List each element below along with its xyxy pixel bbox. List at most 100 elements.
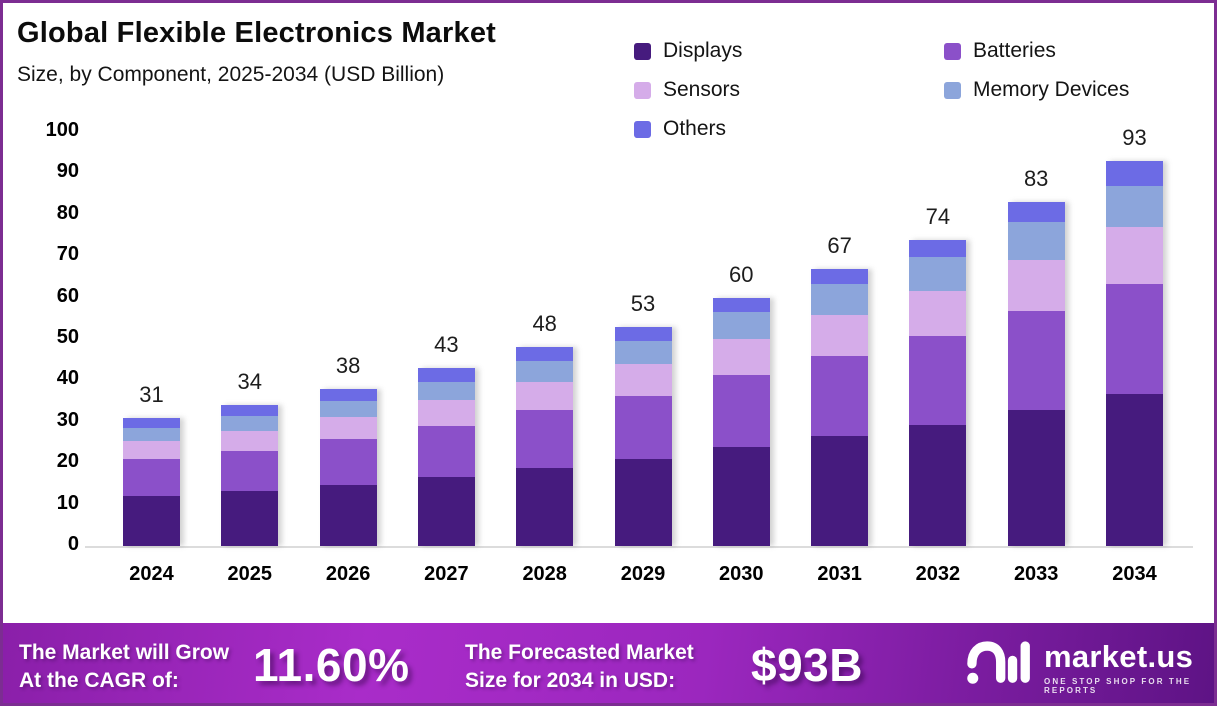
y-tick-10: 10 — [56, 491, 79, 514]
bar-segment-displays — [909, 424, 967, 546]
bar-segment-sensors — [123, 441, 180, 460]
x-tick-2033: 2033 — [1013, 563, 1059, 585]
x-tick-2034: 2034 — [1112, 563, 1157, 585]
bar-segment-displays — [417, 476, 475, 546]
bar-segment-memory-devices — [1007, 222, 1065, 260]
forecast-label-line1: The Forecasted Market — [465, 641, 694, 664]
x-axis-line — [85, 546, 1193, 548]
bar-2032 — [909, 239, 967, 546]
chart-title: Global Flexible Electronics Market — [17, 17, 497, 49]
bar-segment-displays — [221, 491, 279, 546]
bar-segment-displays — [811, 436, 869, 546]
bar-segment-others — [614, 326, 672, 342]
y-tick-20: 20 — [56, 450, 79, 473]
bar-2026 — [319, 388, 377, 546]
x-tick-2029: 2029 — [620, 563, 666, 585]
bar-segment-sensors — [614, 363, 672, 397]
bar-segment-others — [1007, 202, 1065, 223]
x-tick-2030: 2030 — [719, 563, 764, 585]
bar-2029 — [614, 326, 672, 546]
marketus-logo-text-block: market.us ONE STOP SHOP FOR THE REPORTS — [1044, 635, 1214, 695]
y-tick-40: 40 — [56, 367, 79, 390]
y-tick-80: 80 — [56, 201, 79, 224]
bar-2025 — [221, 405, 279, 546]
bar-segment-others — [516, 347, 574, 362]
x-tick-2025: 2025 — [227, 563, 273, 585]
bar-segment-memory-devices — [614, 341, 672, 364]
bar-segment-sensors — [1106, 227, 1163, 284]
bar-segment-batteries — [811, 355, 869, 437]
legend-label: Others — [663, 117, 727, 140]
y-tick-60: 60 — [56, 284, 79, 307]
y-tick-90: 90 — [56, 160, 79, 183]
bar-segment-others — [123, 417, 180, 429]
bar-segment-sensors — [811, 314, 869, 356]
marketus-logo-tagline: ONE STOP SHOP FOR THE REPORTS — [1044, 676, 1192, 695]
bar-2024 — [123, 417, 180, 546]
bar-segment-memory-devices — [811, 284, 869, 315]
bar-segment-batteries — [516, 410, 574, 468]
bar-value-label-2024: 31 — [139, 381, 164, 407]
marketus-logo-name: market.us — [1044, 639, 1194, 674]
forecast-label-line2: Size for 2034 in USD: — [465, 669, 676, 693]
bar-segment-others — [811, 268, 869, 285]
bar-segment-displays — [123, 496, 180, 546]
cagr-label: The Market will Grow At the CAGR of: — [19, 639, 229, 696]
bar-segment-displays — [1106, 394, 1163, 546]
legend-label: Sensors — [663, 78, 741, 101]
bar-segment-sensors — [221, 430, 279, 451]
legend-item-sensors: Sensors — [634, 78, 944, 102]
bar-2031 — [811, 268, 869, 546]
bar-2030 — [712, 297, 770, 546]
legend-swatch-icon — [634, 81, 651, 99]
bar-segment-sensors — [909, 290, 967, 337]
legend-swatch-icon — [944, 81, 961, 99]
legend-item-others: Others — [634, 117, 944, 141]
y-tick-0: 0 — [67, 533, 79, 555]
bar-segment-sensors — [319, 416, 377, 440]
bar-segment-memory-devices — [417, 381, 475, 400]
bar-segment-displays — [516, 467, 574, 546]
legend-label: Batteries — [973, 39, 1056, 62]
bar-segment-displays — [614, 459, 672, 546]
forecast-label: The Forecasted Market Size for 2034 in U… — [465, 639, 694, 696]
marketus-logo: market.us ONE STOP SHOP FOR THE REPORTS — [966, 635, 1214, 696]
legend-swatch-icon — [944, 42, 961, 60]
marketus-logo-icon — [966, 635, 1032, 696]
y-tick-100: 100 — [45, 119, 79, 141]
x-tick-2031: 2031 — [817, 563, 862, 585]
legend-item-displays: Displays — [634, 39, 944, 63]
y-tick-50: 50 — [56, 326, 79, 348]
bar-segment-others — [417, 368, 475, 382]
forecast-value: $93B — [751, 639, 863, 691]
legend-swatch-icon — [634, 42, 651, 60]
bar-segment-batteries — [417, 425, 475, 477]
legend-label: Displays — [663, 39, 743, 62]
bar-segment-sensors — [417, 399, 475, 426]
stats-banner: The Market will Grow At the CAGR of: 11.… — [3, 623, 1214, 703]
bar-segment-batteries — [1007, 310, 1065, 411]
bar-segment-sensors — [1007, 259, 1065, 311]
cagr-value: 11.60% — [253, 639, 410, 691]
x-tick-2032: 2032 — [915, 563, 961, 585]
legend-item-batteries: Batteries — [944, 39, 1199, 63]
bar-value-label-2032: 74 — [925, 203, 951, 229]
bar-segment-memory-devices — [909, 257, 967, 291]
bar-segment-batteries — [123, 459, 180, 497]
bar-segment-memory-devices — [319, 400, 377, 417]
bar-2028 — [516, 347, 574, 546]
chart-legend: Displays Batteries Sensors Memory Devices Ot… — [634, 39, 1199, 141]
bar-segment-batteries — [909, 336, 967, 425]
bar-value-label-2028: 48 — [532, 311, 557, 337]
bar-segment-others — [909, 239, 967, 258]
bar-segment-others — [1106, 161, 1163, 186]
bar-value-label-2025: 34 — [237, 369, 263, 395]
bar-value-label-2029: 53 — [630, 290, 656, 316]
bar-segment-memory-devices — [221, 416, 279, 431]
bar-segment-memory-devices — [516, 361, 574, 382]
bar-segment-sensors — [712, 338, 770, 376]
bar-segment-batteries — [1106, 283, 1163, 395]
bar-segment-batteries — [221, 450, 279, 492]
bar-value-label-2031: 67 — [827, 232, 852, 258]
x-tick-2024: 2024 — [129, 563, 174, 585]
